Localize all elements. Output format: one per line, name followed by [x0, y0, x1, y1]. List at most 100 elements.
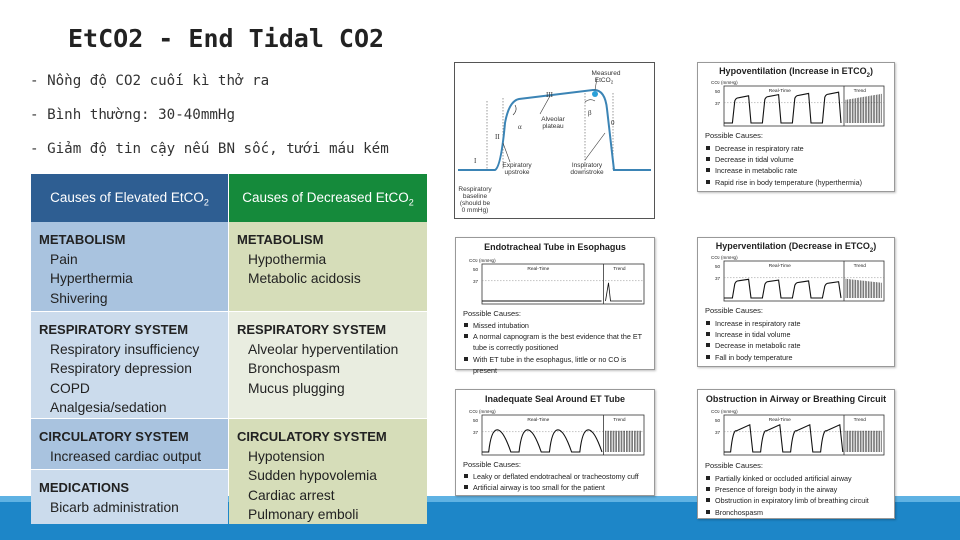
- cause-item: Presence of foreign body in the airway: [705, 484, 893, 495]
- category-label: CIRCULATORY SYSTEM: [237, 429, 387, 444]
- hypoventilation-panel: Hypoventilation (Increase in ETCO2) CO2 …: [697, 62, 895, 192]
- baseline-label: (should be: [460, 200, 491, 207]
- trend-label: Trend: [613, 417, 626, 423]
- cause-list: Decrease in respiratory rate Decrease in…: [705, 143, 890, 188]
- waveform-frame: [481, 263, 645, 305]
- bullet-list: - Nồng độ CO2 cuối kì thở ra - Bình thườ…: [30, 70, 389, 172]
- trend-label: Trend: [854, 263, 867, 269]
- category-label: METABOLISM: [237, 232, 324, 247]
- decreased-respiratory-cell: RESPIRATORY SYSTEM Alveolar hyperventila…: [229, 312, 427, 418]
- waveform-frame: [481, 414, 645, 456]
- waveform-frame: [723, 414, 885, 456]
- possible-causes-label: Possible Causes:: [705, 131, 763, 140]
- cause-item: Analgesia/sedation: [50, 400, 167, 415]
- panel-title: Hypoventilation (Increase in ETCO2): [719, 66, 873, 79]
- cause-item: Respiratory depression: [50, 361, 192, 376]
- cause-list: Leaky or deflated endotracheal or trache…: [463, 471, 653, 493]
- cause-item: Pain: [50, 251, 78, 267]
- panel-title: Endotracheal Tube in Esophagus: [484, 242, 626, 252]
- realtime-label: Real-Time: [527, 266, 549, 272]
- y-tick-label: 37: [473, 430, 479, 435]
- measured-etco2-label: EtCO2: [595, 77, 614, 85]
- trend-label: Trend: [854, 88, 867, 94]
- decreased-circulatory-cell: CIRCULATORY SYSTEM Hypotension Sudden hy…: [229, 419, 427, 524]
- slide-title: EtCO2 - End Tidal CO2: [68, 24, 385, 53]
- possible-causes-label: Possible Causes:: [463, 309, 521, 318]
- trend-label: Trend: [613, 266, 626, 272]
- cause-item: Hyperthermia: [50, 271, 133, 286]
- cause-item: Metabolic acidosis: [248, 271, 361, 286]
- elevated-metabolism-cell: METABOLISM Pain Hyperthermia Shivering: [31, 222, 228, 311]
- y-tick-label: 50: [473, 418, 479, 423]
- waveform: CO2 (mmHg) 50 37 Real-Time Trend: [711, 255, 885, 302]
- realtime-waveform: [482, 429, 603, 453]
- decreased-metabolism-cell: METABOLISM Hypothermia Metabolic acidosi…: [229, 222, 427, 311]
- cause-item: Sudden hypovolemia: [248, 468, 377, 483]
- cause-item: Leaky or deflated endotracheal or trache…: [463, 471, 653, 482]
- causes-table: Causes of Elevated EtCO2 Causes of Decre…: [31, 174, 427, 524]
- elevated-respiratory-cell: RESPIRATORY SYSTEM Respiratory insuffici…: [31, 312, 228, 418]
- co2-axis-label: CO2 (mmHg): [469, 258, 496, 263]
- cause-item: Mucus plugging: [248, 380, 345, 396]
- cause-item: Shivering: [50, 290, 108, 306]
- measured-label: Measured: [592, 70, 621, 77]
- cause-item: Missed intubation: [463, 320, 651, 331]
- possible-causes-label: Possible Causes:: [705, 306, 763, 315]
- possible-causes-label: Possible Causes:: [705, 461, 763, 470]
- realtime-label: Real-Time: [769, 88, 791, 94]
- cause-item: Hypotension: [248, 448, 325, 464]
- waveform-frame: [723, 85, 885, 127]
- cause-list: Partially kinked or occluded artificial …: [705, 473, 893, 518]
- realtime-label: Real-Time: [769, 263, 791, 269]
- realtime-label: Real-Time: [527, 417, 549, 423]
- elevated-medications-cell: MEDICATIONS Bicarb administration: [31, 470, 228, 524]
- y-tick-label: 50: [715, 418, 721, 423]
- cause-item: Alveolar hyperventilation: [248, 341, 399, 357]
- panel-title: Obstruction in Airway or Breathing Circu…: [705, 394, 887, 404]
- cause-item: COPD: [50, 380, 90, 396]
- phase-label: I: [474, 157, 477, 165]
- cause-item: Increase in tidal volume: [705, 329, 890, 340]
- realtime-waveform: [724, 423, 844, 453]
- obstruction-panel: Obstruction in Airway or Breathing Circu…: [697, 389, 895, 519]
- cause-item: Increase in respiratory rate: [705, 318, 890, 329]
- phase-label: II: [495, 133, 500, 141]
- trend-waveform: [845, 93, 882, 123]
- angle-label: α: [518, 123, 522, 131]
- esophagus-panel: Endotracheal Tube in Esophagus CO2 (mmHg…: [455, 237, 655, 375]
- cause-item: Decrease in tidal volume: [705, 154, 890, 165]
- co2-axis-label: CO2 (mmHg): [469, 409, 496, 414]
- downstroke-label: Inspiratory: [572, 162, 603, 169]
- cause-item: Respiratory insufficiency: [50, 341, 200, 357]
- baseline-label: Respiratory: [458, 186, 492, 193]
- cause-item: Artificial airway is too small for the p…: [463, 482, 653, 493]
- cause-item: Increased cardiac output: [50, 448, 202, 464]
- capnogram-diagram: I II III 0 α β Measured EtCO2 Alveolar p…: [454, 62, 655, 219]
- y-tick-label: 37: [715, 101, 721, 106]
- cause-item: Pulmonary emboli: [248, 507, 359, 522]
- measured-point: [592, 91, 598, 97]
- baseline-label: 0 mmHg): [462, 207, 489, 214]
- bullet-item: - Bình thường: 30-40mmHg: [30, 107, 235, 123]
- upstroke-label: upstroke: [505, 169, 530, 176]
- realtime-waveform: [724, 278, 842, 299]
- trend-waveform: [605, 430, 641, 452]
- cause-item: Rapid rise in body temperature (hyperthe…: [705, 177, 890, 188]
- angle-label: β: [588, 109, 592, 117]
- waveform-frame: [723, 260, 885, 302]
- inadequate-seal-panel: Inadequate Seal Around ET Tube CO2 (mmHg…: [455, 389, 655, 496]
- co2-axis-label: CO2 (mmHg): [711, 80, 738, 85]
- category-label: RESPIRATORY SYSTEM: [39, 322, 189, 337]
- waveform: CO2 (mmHg) 50 37 Real-Time Trend: [711, 80, 885, 127]
- possible-causes-label: Possible Causes:: [463, 460, 521, 469]
- realtime-waveform: [724, 91, 842, 124]
- trend-waveform: [845, 278, 882, 298]
- y-tick-label: 37: [473, 279, 479, 284]
- cause-list: Missed intubation A normal capnogram is …: [463, 320, 651, 376]
- waveform: CO2 (mmHg) 50 37 Real-Time Trend: [711, 409, 885, 456]
- cause-item: With ET tube in the esophagus, little or…: [463, 354, 651, 376]
- plateau-label: plateau: [542, 123, 564, 130]
- phase-label: III: [546, 91, 554, 99]
- co2-axis-label: CO2 (mmHg): [711, 255, 738, 260]
- waveform: CO2 (mmHg) 50 37 Real-Time Trend: [469, 409, 645, 456]
